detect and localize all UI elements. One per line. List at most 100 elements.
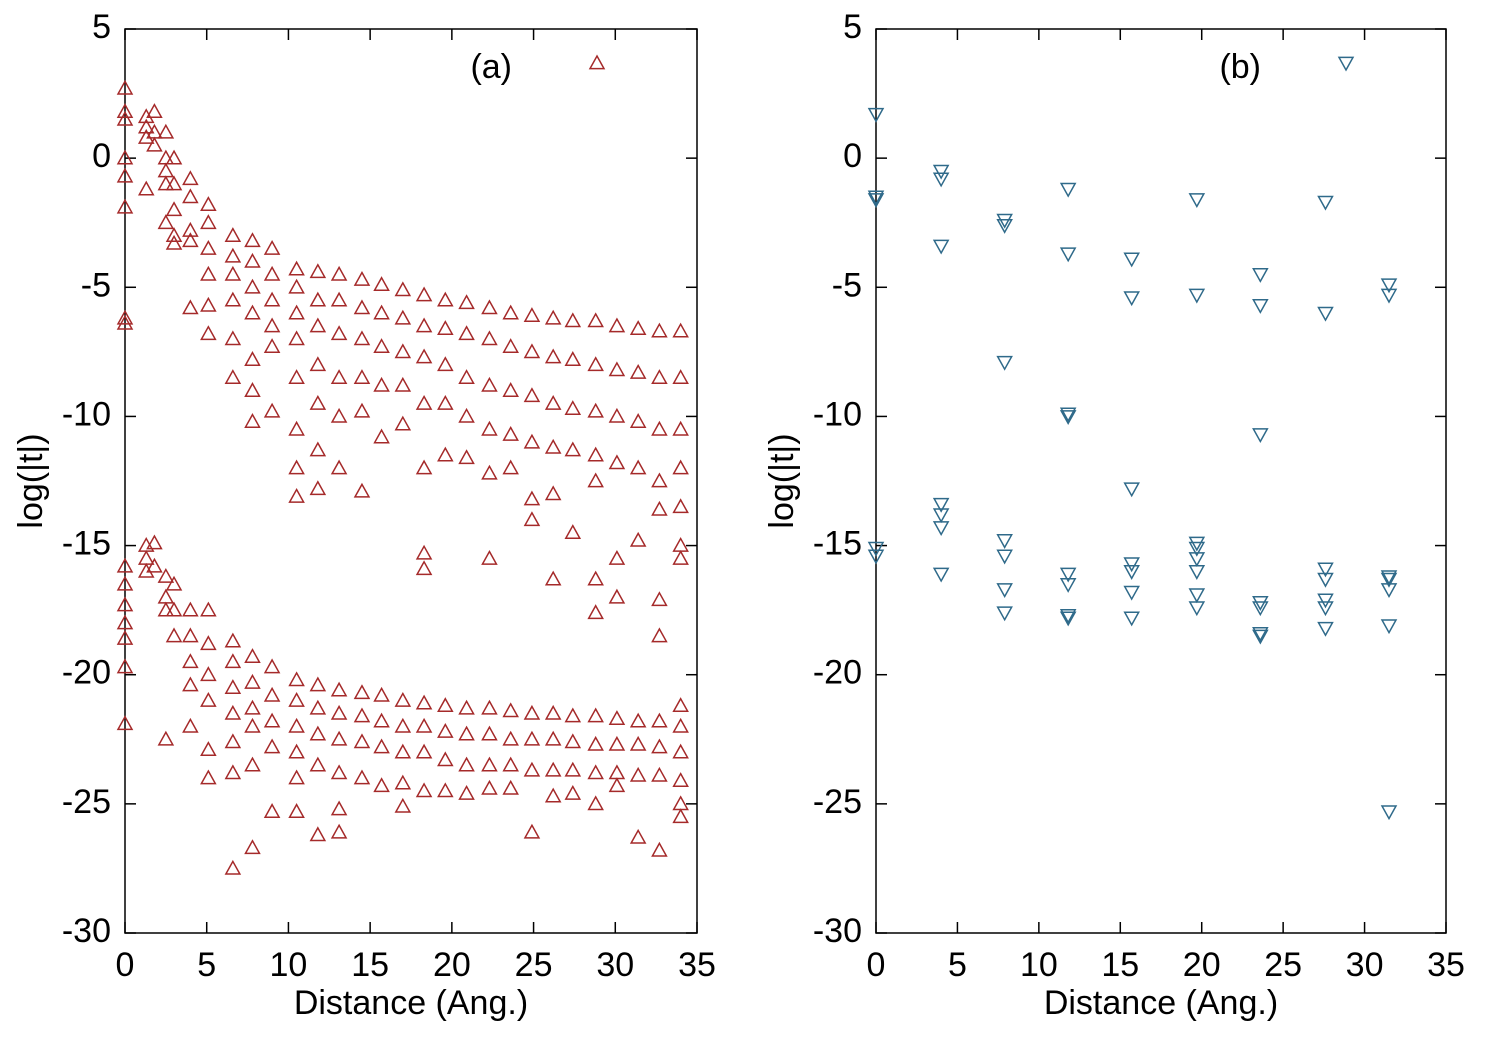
data-point <box>182 601 199 617</box>
data-point <box>182 717 199 733</box>
x-tick-label: 20 <box>433 946 471 984</box>
data-point <box>996 583 1013 599</box>
data-point <box>481 725 498 741</box>
data-point <box>564 784 582 800</box>
data-point <box>1317 572 1334 588</box>
data-point <box>263 686 281 702</box>
data-point <box>672 369 689 385</box>
data-point <box>146 136 163 152</box>
data-point <box>165 201 183 217</box>
data-point <box>651 420 668 436</box>
data-point <box>651 841 668 857</box>
data-point <box>629 712 647 728</box>
data-point <box>629 735 647 751</box>
data-point <box>458 699 475 715</box>
data-point <box>244 648 261 663</box>
data-point <box>672 717 689 733</box>
data-point <box>587 707 604 723</box>
data-point <box>672 549 689 565</box>
data-point <box>651 591 668 607</box>
data-point <box>523 387 541 403</box>
y-tick-label: -20 <box>62 654 111 692</box>
data-point <box>502 730 519 746</box>
data-point <box>458 756 475 772</box>
data-point <box>587 735 604 751</box>
data-point <box>288 717 305 733</box>
data-point <box>608 764 626 780</box>
y-tick-label: -30 <box>813 912 862 950</box>
data-point <box>1188 193 1206 209</box>
data-point <box>932 239 950 255</box>
data-point <box>330 291 348 307</box>
data-point <box>373 376 390 392</box>
data-point <box>288 304 305 320</box>
data-point <box>1252 627 1269 642</box>
data-point <box>224 227 242 242</box>
data-point <box>544 787 562 803</box>
data-point <box>263 738 281 754</box>
data-point <box>116 79 134 95</box>
data-point <box>481 299 498 315</box>
data-point <box>309 725 327 741</box>
data-point <box>867 193 885 209</box>
data-point <box>288 803 305 818</box>
data-point <box>1059 611 1077 627</box>
data-point <box>651 766 668 782</box>
data-point <box>651 738 668 754</box>
data-point <box>415 394 433 410</box>
data-point <box>263 265 281 281</box>
data-point <box>182 232 199 248</box>
data-point <box>672 808 689 824</box>
data-point <box>415 459 433 475</box>
legend-label: (b) <box>1219 48 1261 86</box>
data-point <box>629 766 647 782</box>
y-tick-label: -10 <box>813 395 862 433</box>
data-point <box>996 606 1013 622</box>
data-point <box>544 394 562 410</box>
data-point <box>263 338 281 354</box>
y-tick-label: -10 <box>62 395 111 433</box>
data-point <box>244 699 261 715</box>
data-point <box>200 296 217 312</box>
data-point <box>1317 601 1334 617</box>
data-point <box>224 247 242 263</box>
data-point <box>437 291 454 307</box>
x-tick-label: 15 <box>1101 946 1139 984</box>
data-point <box>116 715 134 731</box>
data-point <box>353 402 371 418</box>
data-point <box>672 420 689 436</box>
data-point <box>564 351 582 366</box>
x-tick-label: 0 <box>867 946 886 984</box>
data-point <box>481 756 498 772</box>
data-point <box>394 717 412 733</box>
data-point <box>502 702 519 718</box>
data-point <box>437 356 454 372</box>
data-point <box>651 369 668 385</box>
data-point <box>672 459 689 475</box>
data-point <box>437 782 454 798</box>
data-point <box>182 676 199 692</box>
data-point <box>1059 567 1077 583</box>
data-point <box>309 291 327 307</box>
data-point <box>263 402 281 418</box>
data-point <box>137 108 155 124</box>
data-point <box>629 828 647 844</box>
data-point <box>651 322 668 338</box>
data-point <box>1123 482 1140 498</box>
x-tick-label: 35 <box>1427 946 1465 984</box>
data-point <box>165 575 183 591</box>
data-point <box>544 761 562 777</box>
data-point <box>200 196 217 211</box>
legend-marker <box>1337 56 1355 72</box>
x-tick-label: 20 <box>1183 946 1221 984</box>
data-point <box>415 317 433 333</box>
data-point <box>373 686 390 702</box>
data-point <box>415 782 433 798</box>
data-point <box>309 441 327 457</box>
data-point <box>224 764 242 780</box>
data-point <box>672 772 689 787</box>
data-point <box>224 330 242 346</box>
data-point <box>263 239 281 255</box>
data-point <box>481 779 498 795</box>
x-tick-label: 25 <box>1264 946 1302 984</box>
